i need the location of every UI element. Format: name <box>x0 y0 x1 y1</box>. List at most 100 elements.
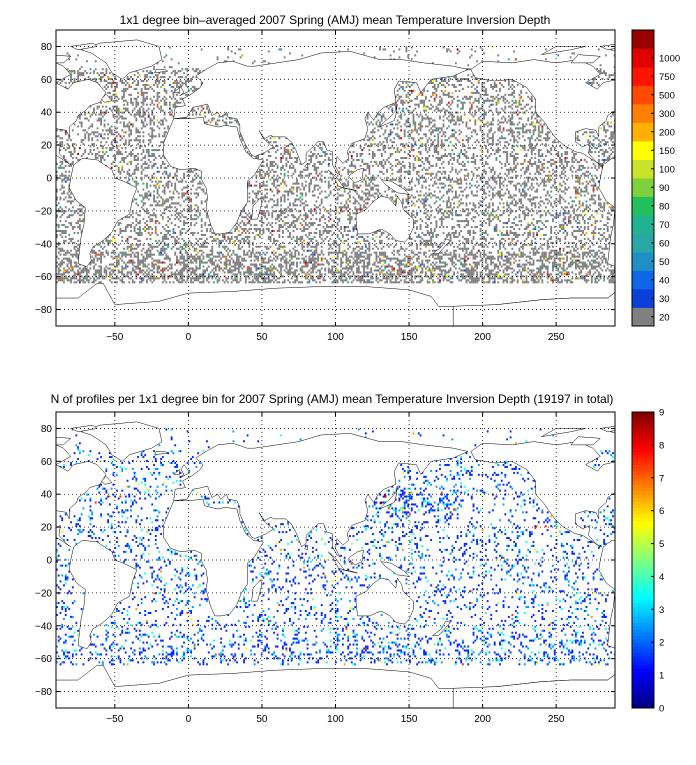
bin-cell <box>462 210 464 213</box>
bin-cell <box>63 239 65 242</box>
bin-cell <box>200 224 203 227</box>
bin-cell <box>225 261 228 264</box>
bin-cell <box>121 253 124 256</box>
bin-cell <box>68 194 71 197</box>
bin-cell <box>375 188 378 191</box>
bin-cell <box>333 265 335 268</box>
bin-cell <box>525 237 528 240</box>
bin-cell <box>423 200 426 203</box>
bin-cell <box>520 245 523 248</box>
bin-cell <box>317 196 320 199</box>
bin-cell <box>153 214 155 217</box>
bin-cell <box>578 206 581 209</box>
bin-cell <box>592 273 595 276</box>
bin-cell <box>255 255 258 258</box>
bin-cell <box>68 275 71 278</box>
bin-cell <box>71 269 74 272</box>
bin-cell <box>301 237 304 240</box>
bin-cell <box>308 259 311 262</box>
bin-cell <box>153 279 155 282</box>
bin-cell <box>430 273 433 276</box>
bin-cell <box>486 273 489 276</box>
bin-cell <box>281 220 284 223</box>
bin-cell <box>320 273 323 276</box>
bin-cell <box>253 277 256 280</box>
bin-cell <box>183 200 185 203</box>
bin-cell <box>366 255 369 258</box>
bin-cell <box>93 257 95 260</box>
bin-cell <box>432 243 434 246</box>
bin-cell <box>296 239 298 242</box>
bin-cell <box>253 273 256 276</box>
bin-cell <box>327 212 330 215</box>
bin-cell <box>341 249 344 252</box>
bin-cell <box>493 216 496 219</box>
bin-cell <box>202 273 205 276</box>
bin-cell <box>594 222 597 225</box>
bin-cell <box>98 275 101 278</box>
bin-cell <box>350 218 353 221</box>
bin-cell <box>424 192 427 195</box>
bin-cell <box>573 241 576 244</box>
bin-cell <box>315 245 318 248</box>
bin-cell <box>352 227 355 231</box>
bin-cell <box>534 196 537 199</box>
bin-cell <box>61 214 64 217</box>
bin-cell <box>149 214 152 217</box>
bin-cell <box>211 269 214 272</box>
bin-cell <box>580 247 583 250</box>
bin-cell <box>400 261 403 264</box>
bin-cell <box>292 275 295 278</box>
bin-cell <box>539 245 542 248</box>
bin-cell <box>160 269 162 272</box>
bin-cell <box>345 253 348 256</box>
bin-cell <box>409 273 411 276</box>
bin-cell <box>167 206 170 209</box>
bin-cell <box>181 255 184 258</box>
bin-cell <box>319 271 321 274</box>
bin-cell <box>264 200 267 203</box>
bin-cell <box>77 255 80 258</box>
bin-cell <box>492 277 494 280</box>
bin-cell <box>484 273 487 276</box>
bin-cell <box>290 214 293 217</box>
bin-cell <box>71 206 74 209</box>
bin-cell <box>597 263 600 266</box>
bin-cell <box>477 249 480 252</box>
bin-cell <box>160 231 162 234</box>
bin-cell <box>490 257 493 260</box>
bin-cell <box>564 237 567 240</box>
bin-cell <box>382 263 385 266</box>
bin-cell <box>73 210 76 213</box>
bin-cell <box>534 204 537 207</box>
bin-cell <box>320 200 323 203</box>
bin-cell <box>193 214 196 217</box>
bin-cell <box>206 214 208 217</box>
bin-cell <box>198 214 201 217</box>
bin-cell <box>213 237 215 240</box>
bin-cell <box>165 255 168 258</box>
bin-cell <box>410 251 413 254</box>
bin-cell <box>421 202 424 205</box>
bin-cell <box>371 247 374 250</box>
bin-cell <box>509 253 512 256</box>
bin-cell <box>465 202 468 205</box>
bin-cell <box>154 263 157 266</box>
bin-cell <box>364 239 367 242</box>
bin-cell <box>433 216 436 219</box>
bin-cell <box>101 277 104 280</box>
bin-cell <box>546 281 549 284</box>
bin-cell <box>257 267 260 270</box>
bin-cell <box>200 243 203 246</box>
bin-cell <box>497 271 500 274</box>
bin-cell <box>334 271 337 274</box>
bin-cell <box>557 281 560 284</box>
bin-cell <box>386 255 388 258</box>
bin-cell <box>449 281 452 284</box>
bin-cell <box>347 281 350 284</box>
bin-cell <box>509 231 512 234</box>
bin-cell <box>167 257 170 260</box>
bin-cell <box>257 198 260 201</box>
bin-cell <box>520 275 523 278</box>
bin-cell <box>66 277 69 280</box>
